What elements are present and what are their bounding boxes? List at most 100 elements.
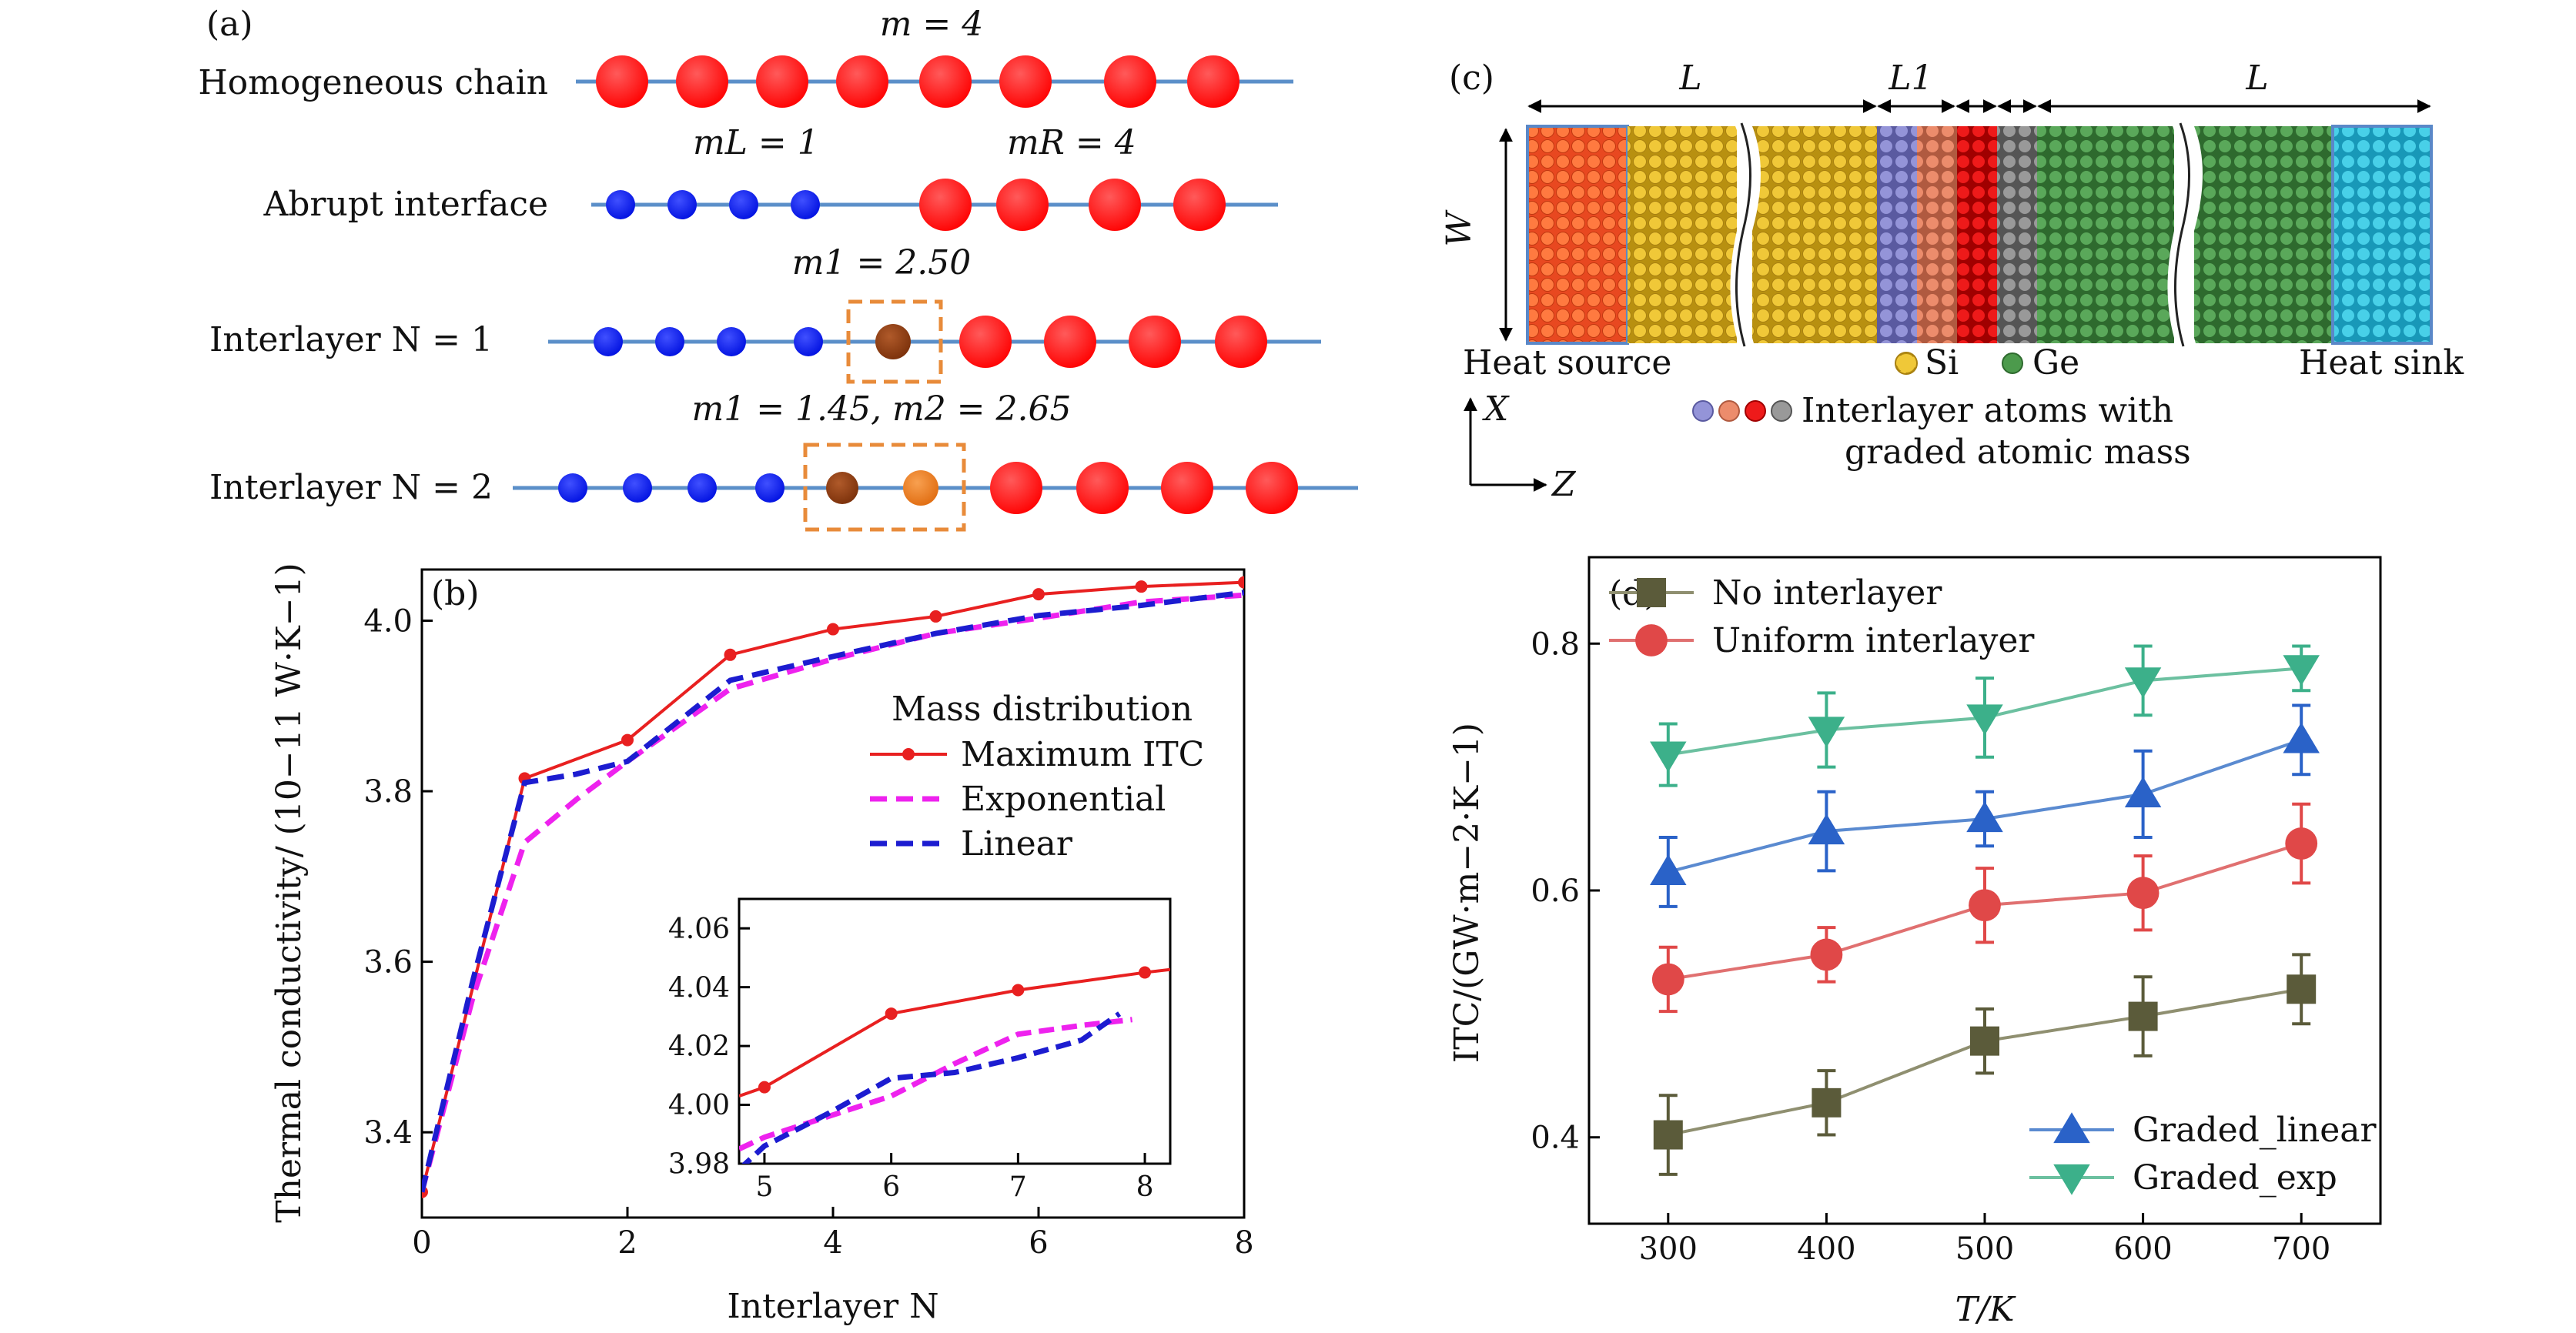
- heavy-atom: [1076, 462, 1129, 514]
- x-tick-label: 500: [1955, 1231, 2014, 1267]
- interlayer-atom-2: [903, 470, 938, 506]
- light-atom: [791, 190, 820, 219]
- data-point: [1966, 704, 2003, 736]
- series-line-linear: [422, 590, 1244, 1193]
- heavy-atom: [836, 55, 888, 108]
- si-atom-icon-fill: [1897, 354, 1915, 373]
- heavy-atom: [919, 179, 972, 231]
- legend-title-b: Mass distribution: [892, 690, 1193, 729]
- panel-c: (c) L L1 L W Heat source Heat sink Si: [1440, 58, 2464, 504]
- x-tick-label: 700: [2272, 1231, 2330, 1267]
- y-tick-label: 0.4: [1531, 1121, 1580, 1156]
- legend-label: Graded_linear: [2133, 1111, 2377, 1150]
- row-label-abrupt: Abrupt interface: [263, 185, 548, 224]
- panel-b-label: (b): [431, 574, 480, 613]
- x-tick-label: 4: [823, 1225, 842, 1261]
- y-tick-label: 3.98: [668, 1149, 730, 1181]
- heavy-atoms-row1: [596, 55, 1239, 108]
- y-tick-label: 4.02: [668, 1031, 730, 1063]
- heavy-atom: [959, 316, 1012, 368]
- light-atom: [623, 473, 652, 503]
- x-tick-label: 6: [1029, 1225, 1048, 1261]
- light-atom: [794, 327, 823, 356]
- caption-interlayer1: m1 = 2.50: [792, 243, 972, 282]
- panel-c-label: (c): [1449, 58, 1494, 98]
- legend-marker: [2053, 1164, 2090, 1195]
- x-tick-label: 400: [1797, 1231, 1855, 1267]
- data-point: [2124, 777, 2162, 808]
- series-d: [1650, 644, 2320, 1176]
- caption-homogeneous: m = 4: [880, 5, 984, 44]
- data-point: [1970, 1026, 1999, 1056]
- light-atom: [655, 327, 684, 356]
- ge-block-right: [2194, 126, 2333, 343]
- x-tick-label: 300: [1639, 1231, 1698, 1267]
- light-atom: [594, 327, 623, 356]
- data-point: [2283, 722, 2320, 753]
- y-tick-label: 3.8: [363, 774, 413, 810]
- interlayer-atoms-3: [1957, 126, 1997, 343]
- y-tick-label: 3.6: [363, 945, 413, 981]
- axis-ticks-d: 300 400 500 600 700 0.4 0.6 0.8: [1531, 626, 2330, 1267]
- legend-marker: [2053, 1112, 2090, 1144]
- ge-block-left: [2037, 126, 2174, 343]
- x-tick-label: 0: [412, 1225, 431, 1261]
- inset-series: [739, 966, 1170, 1164]
- data-point: [1969, 889, 2001, 922]
- panel-b: (b) 0 2 4 6 8 3.4 3.6 3.8 4.0 Interlayer N Therm…: [269, 563, 1254, 1326]
- data-point: [1808, 717, 1845, 748]
- heat-source-label: Heat source: [1463, 343, 1671, 383]
- legend-d: No interlayer Uniform interlayer Graded_li…: [1609, 573, 2377, 1198]
- inset-line-exponential: [739, 1017, 1132, 1152]
- heavy-atom: [1089, 179, 1141, 231]
- data-point: [1650, 741, 1687, 773]
- ge-atom-icon: [2002, 352, 2023, 374]
- heat-sink-block: [2331, 125, 2433, 345]
- x-tick-label: 6: [882, 1171, 900, 1203]
- legend-marker: [1635, 624, 1668, 656]
- legend-label: Maximum ITC: [961, 735, 1204, 774]
- data-point: [2287, 974, 2317, 1004]
- series-b: [422, 576, 1244, 1198]
- data-point: [1651, 963, 1684, 996]
- heavy-atom: [1215, 316, 1267, 368]
- interlayer-atoms-2: [1917, 126, 1957, 343]
- y-tick-label: 3.4: [363, 1115, 413, 1151]
- light-atom: [755, 473, 785, 503]
- x-axis-label-b-text: Interlayer N: [727, 1287, 938, 1326]
- legend-label: Graded_exp: [2133, 1158, 2337, 1198]
- y-axis-label-b: Thermal conductivity/ (10−11 W·K−1): [269, 563, 309, 1223]
- heavy-atom: [990, 462, 1042, 514]
- heavy-atom: [1044, 316, 1096, 368]
- x-tick-label: 7: [1009, 1171, 1027, 1203]
- dimension-L-left-label: L: [1678, 58, 1701, 98]
- ge-label: Ge: [2032, 343, 2079, 383]
- heat-sink-label: Heat sink: [2299, 343, 2464, 383]
- atoms-row4: [558, 462, 1298, 514]
- caption-interlayer2: m1 = 1.45, m2 = 2.65: [691, 389, 1071, 429]
- heavy-atom: [1246, 462, 1298, 514]
- interlayer-box: [846, 299, 943, 384]
- light-atom: [717, 327, 746, 356]
- data-point: [1812, 1087, 1842, 1118]
- interlayer-label-line2: graded atomic mass: [1845, 433, 2191, 472]
- inset-point: [758, 1081, 771, 1094]
- interlayer-box: [803, 443, 966, 532]
- legend-label: No interlayer: [1712, 573, 1942, 613]
- si-block-right: [1752, 126, 1877, 343]
- x-axis-label-d: T/K: [1955, 1290, 2016, 1329]
- interlayer-atoms-4: [1997, 126, 2037, 343]
- inset-point: [885, 1007, 898, 1021]
- data-point: [2285, 827, 2318, 860]
- y-tick-label: 4.00: [668, 1090, 730, 1121]
- light-atom: [558, 473, 587, 503]
- heavy-atom: [919, 55, 972, 108]
- inset-line-linear: [741, 1011, 1122, 1164]
- inset-ticks: 5 6 7 8 3.98 4.00 4.02 4.04 4.06: [668, 914, 1154, 1203]
- data-point: [929, 610, 942, 623]
- interlayer-label-line1: Interlayer atoms with: [1802, 391, 2173, 430]
- break-line: [1735, 122, 1752, 347]
- y-tick-label: 0.8: [1531, 626, 1580, 662]
- axis-ticks-b: 0 2 4 6 8 3.4 3.6 3.8 4.0: [363, 603, 1253, 1261]
- inset-point: [1012, 984, 1025, 997]
